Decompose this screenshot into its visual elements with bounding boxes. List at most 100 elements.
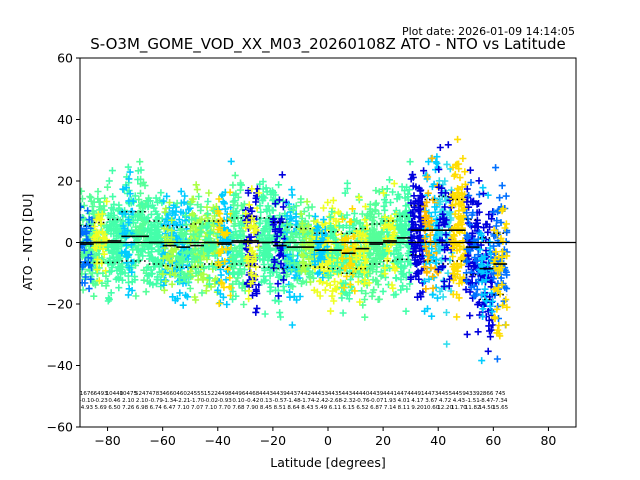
x-tick-label: 0 (324, 433, 332, 448)
bin-stat-label: 6.47 (163, 405, 176, 411)
scatter-cluster (338, 205, 359, 295)
bin-stat-label: 6493 (94, 391, 108, 397)
x-axis-ticks: −80 −60 −40 −20 0 20 40 60 80 (94, 427, 556, 448)
bin-stat-label: 4.93 (81, 405, 94, 411)
bin-stat-label: 7.68 (232, 405, 245, 411)
bin-stat-label: 4433 (314, 391, 328, 397)
bin-stat-label: 4339 (466, 391, 480, 397)
bin-stat-label: -2.21 (176, 398, 190, 404)
bin-stat-label: 7.14 (384, 405, 397, 411)
x-tick-label: −80 (94, 433, 120, 448)
bin-stat-label: -0.23 (94, 398, 109, 404)
bin-stat-label: 4.72 (439, 398, 451, 404)
bin-stat-label: 6.50 (108, 405, 121, 411)
bin-stat-label: 6.74 (150, 405, 163, 411)
scatter-cluster (352, 193, 373, 306)
bin-stat-label: 4498 (218, 391, 232, 397)
bin-stat-label: 4491 (411, 391, 425, 397)
bin-stat-label: 5.49 (315, 405, 328, 411)
bin-stat-label: 8.64 (287, 405, 300, 411)
bin-stat-label: 6.87 (370, 405, 383, 411)
bin-stat-label: 4443 (259, 391, 273, 397)
y-tick-label: 20 (57, 174, 73, 189)
bin-stat-label: 4496 (231, 391, 245, 397)
bin-stat-label: 4424 (300, 391, 314, 397)
bin-stat-label: 10.60 (423, 405, 439, 411)
bin-stat-label: 4440 (355, 391, 369, 397)
y-tick-label: 40 (57, 112, 73, 127)
scatter-cluster (462, 179, 483, 300)
bin-stat-label: 4439 (273, 391, 287, 397)
bin-stat-label: 11.70 (451, 405, 467, 411)
bin-stat-label: -7.34 (493, 398, 508, 404)
x-tick-label: −20 (260, 433, 286, 448)
x-tick-label: 80 (540, 433, 556, 448)
bin-stat-label: 7.07 (191, 405, 204, 411)
bin-stat-label: -0.07 (369, 398, 384, 404)
bin-stat-label: 4441 (383, 391, 397, 397)
bin-stat-label: 4660 (163, 391, 177, 397)
bin-stat-label: 14.50 (479, 405, 495, 411)
y-tick-label: −60 (47, 420, 73, 435)
scatter-cluster (214, 188, 235, 308)
bin-stat-label: -0.42 (245, 398, 259, 404)
bin-stat-label: -1.51 (466, 398, 480, 404)
x-tick-label: 60 (485, 433, 501, 448)
bin-stat-label: 5247 (135, 391, 149, 397)
y-axis-label: ATO - NTO [DU] (20, 194, 35, 291)
bin-stat-label: 3.67 (425, 398, 438, 404)
y-axis-ticks: −60 −40 −20 0 20 40 60 (47, 51, 80, 435)
scatter-cluster (186, 193, 208, 297)
bin-stat-label: -0.02 (204, 398, 218, 404)
plot-date: Plot date: 2026-01-09 14:14:05 (402, 25, 575, 38)
bin-stat-label: 0.46 (108, 398, 121, 404)
bin-stat-label: 2.10 (136, 398, 149, 404)
bin-stat-label: 5.69 (95, 405, 108, 411)
bin-stat-label: 6.11 (329, 405, 341, 411)
bin-stat-label: -0.10 (80, 398, 95, 404)
bin-stat-label: -1.48 (286, 398, 301, 404)
bin-stat-label: -0.79 (149, 398, 164, 404)
x-tick-label: 40 (430, 433, 446, 448)
bin-stat-label: 4.43 (453, 398, 466, 404)
bin-stat-label: 7.10 (205, 405, 218, 411)
bin-stat-label: 15.65 (492, 405, 508, 411)
bin-stat-label: -0.57 (273, 398, 288, 404)
bin-stat-label: 1.93 (384, 398, 397, 404)
bin-stat-label: 8.45 (260, 405, 273, 411)
bin-stat-label: -2.42 (314, 398, 328, 404)
bin-stat-label: 4783 (149, 391, 163, 397)
bin-stat-label: 7.10 (177, 405, 190, 411)
y-tick-label: 60 (57, 51, 73, 66)
scatter-cluster (269, 171, 291, 300)
bin-stat-label: 7.90 (246, 405, 259, 411)
bin-stat-label: -8.47 (479, 398, 494, 404)
bin-stat-label: 8.43 (301, 405, 314, 411)
bin-stat-label: 7.70 (219, 405, 232, 411)
bin-stat-label: -0.93 (218, 398, 233, 404)
bin-stat-label: 4.01 (398, 398, 410, 404)
bin-stat-label: 11.82 (465, 405, 481, 411)
x-tick-label: 20 (375, 433, 391, 448)
bin-stat-label: -1.70 (190, 398, 205, 404)
bin-stat-label: 4468 (245, 391, 259, 397)
bin-stat-label: 7.26 (122, 405, 135, 411)
bin-stat-label: 10440 (106, 391, 124, 397)
scatter-cluster (131, 166, 152, 280)
bin-stat-label: 4555 (190, 391, 204, 397)
bin-stat-label: 8.51 (274, 405, 286, 411)
bin-stat-label: 2866 (479, 391, 493, 397)
bin-stat-label: -2.32 (342, 398, 356, 404)
x-tick-label: −60 (149, 433, 175, 448)
y-tick-label: 0 (65, 235, 73, 250)
bin-stat-label: -0.76 (355, 398, 370, 404)
bin-stat-label: 1676 (80, 391, 94, 397)
bin-stat-label: -2.68 (328, 398, 343, 404)
bin-stat-label: -1.34 (162, 398, 177, 404)
bin-stat-label: 4474 (397, 391, 411, 397)
y-tick-label: −40 (47, 358, 73, 373)
x-axis-label: Latitude [degrees] (270, 455, 386, 470)
scatter-points (80, 135, 511, 365)
bin-stat-label: 4439 (369, 391, 383, 397)
bin-stat-label: 2.10 (122, 398, 135, 404)
